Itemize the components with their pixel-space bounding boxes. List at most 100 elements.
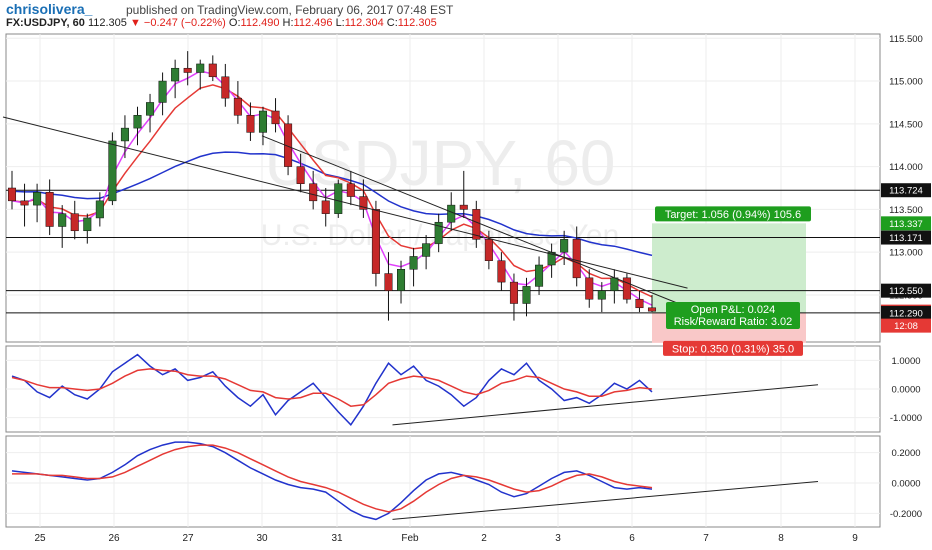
level-price-tag: 113.171 <box>889 233 923 244</box>
x-tick-label: 3 <box>555 533 561 544</box>
y-tick-label-osc1: -1.0000 <box>890 413 922 424</box>
y-tick-label-osc2: 0.0000 <box>891 479 920 490</box>
osc2-main-line <box>11 441 653 521</box>
level-price-tag-bg <box>881 305 931 320</box>
ema-fast-line <box>11 70 653 306</box>
candle-body <box>647 307 657 312</box>
candle-body <box>158 80 167 103</box>
x-tick-label: Feb <box>401 533 419 544</box>
stop-label-box <box>663 340 803 356</box>
candle-body <box>522 286 531 304</box>
price-change: ▼ −0.247 (−0.22%) <box>129 17 226 29</box>
target-price-tag: 113.337 <box>889 219 923 230</box>
candle-body <box>20 200 29 206</box>
candle-body <box>535 264 544 287</box>
candle-body <box>183 67 192 73</box>
osc2-trendline <box>392 481 819 520</box>
candle-body <box>58 213 67 227</box>
level-price-tag-bg <box>881 183 931 198</box>
osc1-trendline <box>392 384 819 426</box>
open-pl-label: Open P&L: 0.024 <box>691 304 775 316</box>
candle-body <box>472 209 481 240</box>
candle-body <box>334 183 343 214</box>
y-tick-label-main: 113.500 <box>889 205 923 216</box>
candle-body <box>258 110 267 133</box>
candle-body <box>171 67 180 82</box>
target-zone <box>652 223 806 313</box>
x-tick-label: 30 <box>256 533 268 544</box>
level-price-tag-bg <box>881 230 931 245</box>
candle-body <box>33 192 42 206</box>
symbol: FX:USDJPY, 60 <box>6 17 85 29</box>
target-price-tag-bg <box>881 216 931 231</box>
candle-body <box>346 183 355 197</box>
y-tick-label-osc1: 1.0000 <box>891 356 920 367</box>
candle-body <box>597 290 606 300</box>
watermark-symbol: USDJPY, 60 <box>265 127 616 199</box>
last-price: 112.305 <box>87 17 127 29</box>
y-tick-label-osc1: 0.0000 <box>891 385 920 396</box>
candle-body <box>484 239 493 261</box>
y-tick-label-main: 114.000 <box>889 162 923 173</box>
candle-body <box>509 281 518 304</box>
x-tick-label: 6 <box>629 533 635 544</box>
symbol-line: FX:USDJPY, 60 112.305 ▼ −0.247 (−0.22%) … <box>6 17 437 29</box>
published-info: published on TradingView.com, February 0… <box>126 3 454 17</box>
open-label: O: <box>228 17 241 29</box>
x-tick-label: 7 <box>703 533 709 544</box>
pl-box <box>666 302 800 329</box>
author-name[interactable]: chrisolivera_ <box>6 1 93 17</box>
y-tick-label-main: 114.500 <box>889 119 923 130</box>
candle-body <box>434 221 443 244</box>
candle-body <box>321 200 330 214</box>
close-value: 112.305 <box>397 17 437 29</box>
candle-body <box>83 217 92 232</box>
osc1-signal-line <box>11 368 653 407</box>
x-tick-label: 31 <box>331 533 343 544</box>
level-price-tag: 112.290 <box>889 308 923 319</box>
level-price-tag-bg <box>881 283 931 298</box>
candle-body <box>359 196 368 210</box>
candle-body <box>560 239 569 253</box>
y-tick-label-osc2: 0.2000 <box>891 448 920 459</box>
candle-body <box>572 239 581 279</box>
level-price-tag: 113.724 <box>889 186 923 197</box>
x-tick-label: 27 <box>182 533 194 544</box>
candle-body <box>221 76 230 99</box>
ema-slow-line <box>11 151 653 257</box>
candle-body <box>133 115 142 129</box>
candle-body <box>459 204 468 210</box>
countdown-tag-bg <box>881 318 931 333</box>
candle-body <box>397 269 406 291</box>
candle-body <box>422 243 431 257</box>
x-tick-label: 9 <box>852 533 858 544</box>
target-label-box <box>655 206 811 222</box>
x-tick-label: 2 <box>481 533 487 544</box>
candle-body <box>447 204 456 223</box>
candle-body <box>120 127 129 142</box>
close-label: C: <box>386 17 398 29</box>
candle-body <box>108 140 117 202</box>
candle-body <box>45 192 54 227</box>
open-value: 112.490 <box>240 17 280 29</box>
candle-body <box>497 260 506 283</box>
countdown-tag: 12:08 <box>894 321 918 332</box>
candle-body <box>146 102 155 116</box>
candle-body <box>309 183 318 202</box>
trendline <box>2 116 688 289</box>
high-value: 112.496 <box>293 17 333 29</box>
candle-body <box>296 166 305 184</box>
candle-body <box>635 298 644 309</box>
low-value: 112.304 <box>344 17 384 29</box>
x-tick-label: 26 <box>108 533 120 544</box>
osc2-signal-line <box>12 444 653 513</box>
candle-body <box>371 209 380 274</box>
target-label: Target: 1.056 (0.94%) 105.6 <box>665 209 801 221</box>
candle-body <box>196 63 205 73</box>
level-price-tag: 112.550 <box>889 286 923 297</box>
low-label: L: <box>335 17 345 29</box>
x-tick-label: 25 <box>34 533 46 544</box>
y-tick-label-main: 115.500 <box>889 34 923 45</box>
risk-reward-label: Risk/Reward Ratio: 3.02 <box>674 316 793 328</box>
